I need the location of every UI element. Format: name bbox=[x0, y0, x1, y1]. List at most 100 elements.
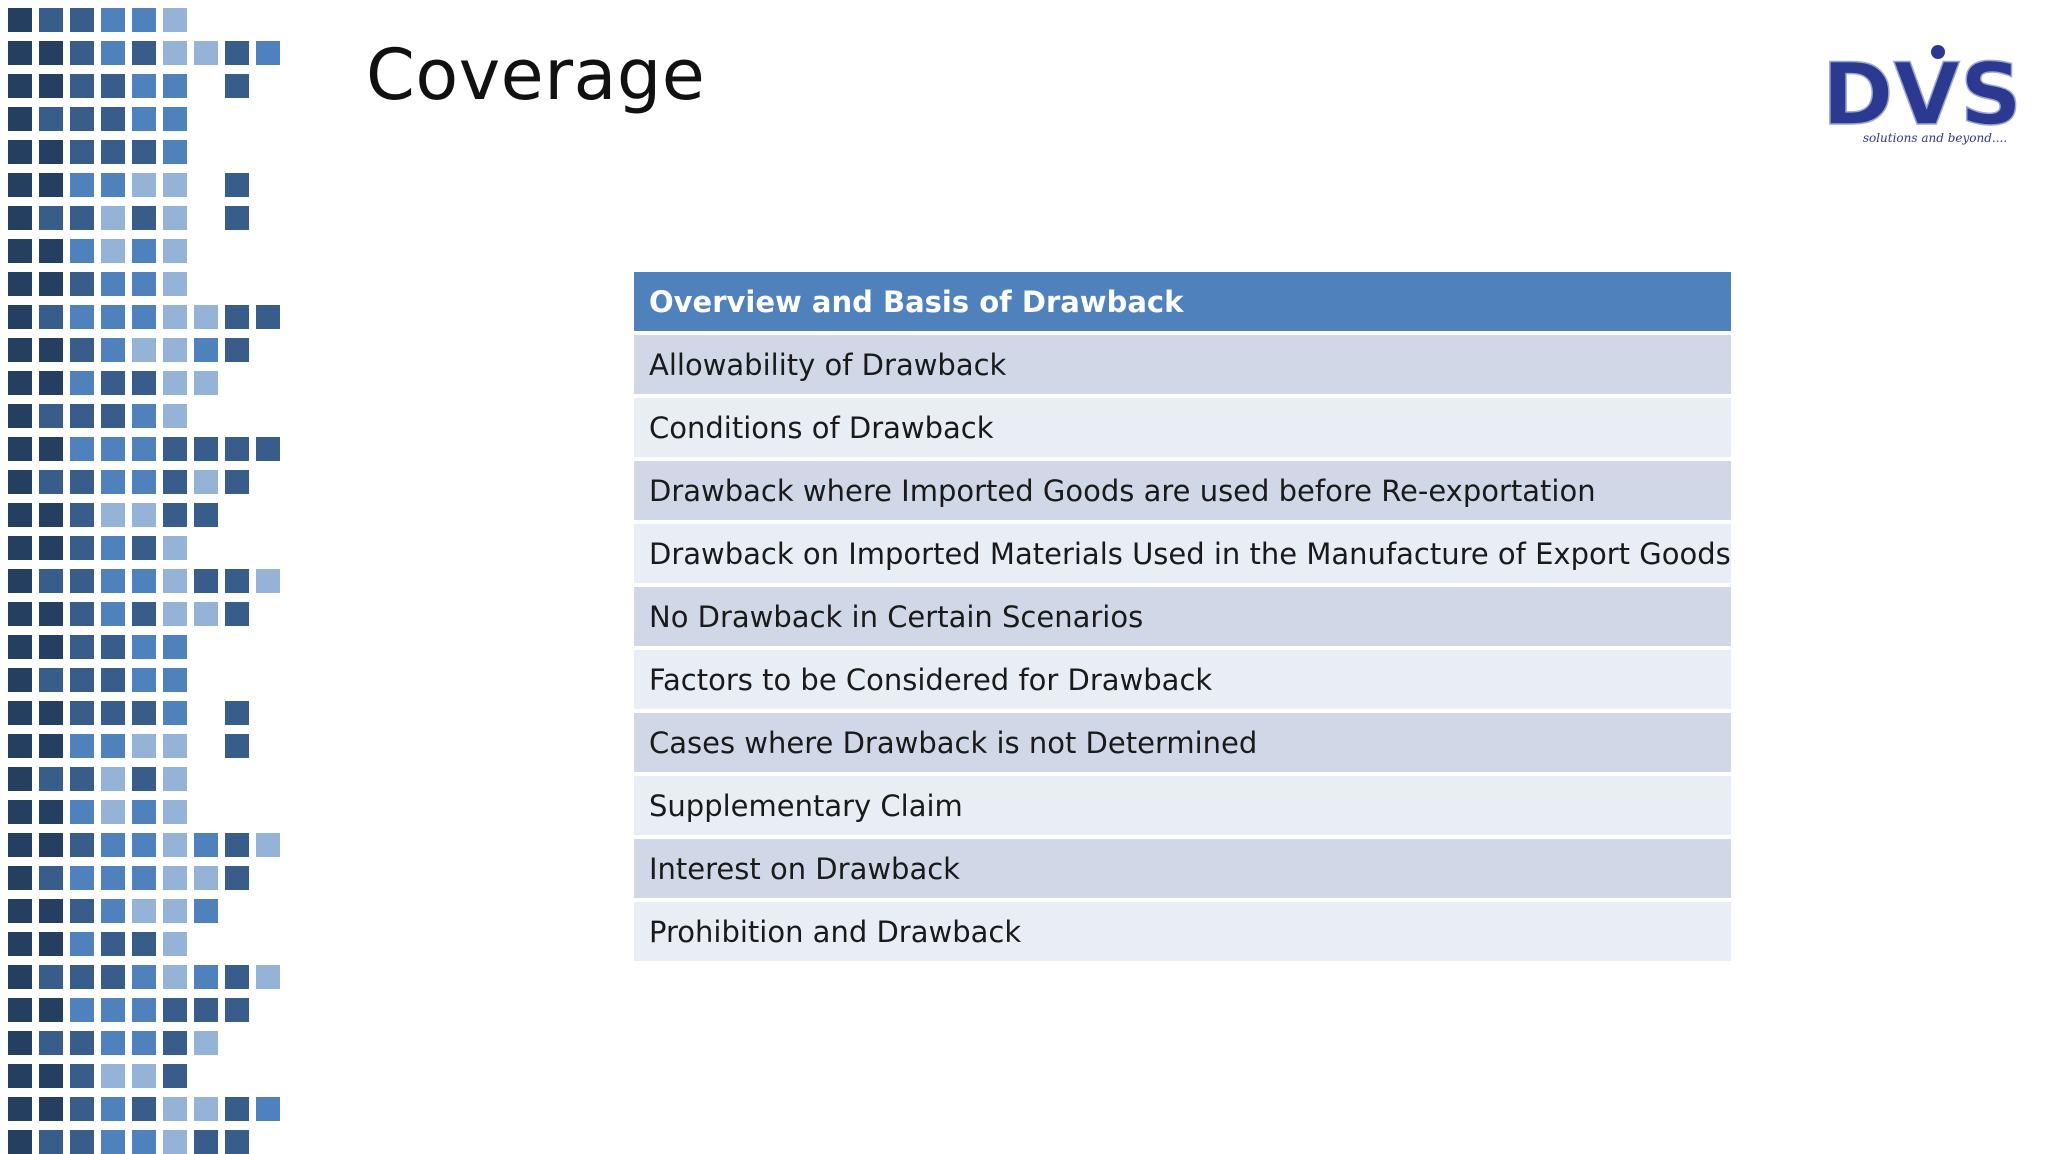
mosaic-square bbox=[8, 635, 32, 659]
mosaic-square bbox=[194, 569, 218, 593]
mosaic-square bbox=[132, 635, 156, 659]
mosaic-square bbox=[8, 899, 32, 923]
mosaic-square bbox=[70, 635, 94, 659]
mosaic-square bbox=[225, 1097, 249, 1121]
mosaic-square bbox=[8, 668, 32, 692]
mosaic-square bbox=[70, 701, 94, 725]
mosaic-square bbox=[39, 41, 63, 65]
mosaic-square bbox=[39, 206, 63, 230]
mosaic-square bbox=[194, 371, 218, 395]
mosaic-square bbox=[132, 602, 156, 626]
mosaic-square bbox=[132, 503, 156, 527]
mosaic-square bbox=[8, 536, 32, 560]
mosaic-square bbox=[101, 140, 125, 164]
mosaic-square bbox=[101, 272, 125, 296]
mosaic-square bbox=[194, 503, 218, 527]
mosaic-square bbox=[163, 1097, 187, 1121]
mosaic-square bbox=[101, 1031, 125, 1055]
mosaic-square bbox=[8, 74, 32, 98]
mosaic-square bbox=[132, 800, 156, 824]
mosaic-square bbox=[101, 338, 125, 362]
mosaic-square bbox=[70, 1097, 94, 1121]
mosaic-square bbox=[70, 404, 94, 428]
mosaic-square bbox=[194, 470, 218, 494]
mosaic-square bbox=[8, 437, 32, 461]
mosaic-square bbox=[132, 767, 156, 791]
mosaic-square bbox=[8, 800, 32, 824]
mosaic-square bbox=[39, 8, 63, 32]
mosaic-square bbox=[39, 965, 63, 989]
mosaic-square bbox=[70, 107, 94, 131]
mosaic-square bbox=[70, 371, 94, 395]
dvs-logo-graphic: DVS solutions and beyond.... bbox=[1821, 44, 2022, 146]
mosaic-square bbox=[163, 800, 187, 824]
mosaic-square bbox=[8, 404, 32, 428]
table-row-label: Supplementary Claim bbox=[634, 776, 1731, 839]
mosaic-square bbox=[39, 140, 63, 164]
mosaic-square bbox=[163, 74, 187, 98]
mosaic-square bbox=[8, 965, 32, 989]
mosaic-square bbox=[163, 932, 187, 956]
mosaic-square bbox=[8, 998, 32, 1022]
mosaic-square bbox=[132, 305, 156, 329]
mosaic-square bbox=[101, 998, 125, 1022]
logo-wordmark: DVS bbox=[1822, 45, 2022, 145]
mosaic-square bbox=[8, 932, 32, 956]
mosaic-square bbox=[101, 635, 125, 659]
mosaic-square bbox=[194, 833, 218, 857]
mosaic-square bbox=[39, 503, 63, 527]
mosaic-square bbox=[163, 470, 187, 494]
mosaic-square bbox=[39, 470, 63, 494]
mosaic-square bbox=[132, 107, 156, 131]
mosaic-square bbox=[194, 338, 218, 362]
mosaic-square bbox=[101, 965, 125, 989]
mosaic-square bbox=[39, 1031, 63, 1055]
mosaic-square bbox=[163, 734, 187, 758]
mosaic-square bbox=[163, 833, 187, 857]
decorative-mosaic bbox=[0, 0, 330, 1154]
mosaic-square bbox=[132, 140, 156, 164]
mosaic-square bbox=[39, 635, 63, 659]
mosaic-square bbox=[132, 470, 156, 494]
mosaic-square bbox=[132, 1064, 156, 1088]
mosaic-square bbox=[132, 206, 156, 230]
mosaic-square bbox=[163, 305, 187, 329]
table-row-label: Factors to be Considered for Drawback bbox=[634, 650, 1731, 713]
mosaic-square bbox=[8, 1130, 32, 1154]
mosaic-square bbox=[70, 536, 94, 560]
mosaic-square bbox=[194, 437, 218, 461]
mosaic-square bbox=[8, 338, 32, 362]
mosaic-square bbox=[39, 734, 63, 758]
mosaic-square bbox=[132, 998, 156, 1022]
mosaic-square bbox=[132, 173, 156, 197]
mosaic-square bbox=[194, 305, 218, 329]
mosaic-square bbox=[8, 140, 32, 164]
mosaic-square bbox=[101, 404, 125, 428]
mosaic-square bbox=[163, 503, 187, 527]
mosaic-square bbox=[163, 140, 187, 164]
mosaic-square bbox=[8, 371, 32, 395]
table-row: Prohibition and Drawback bbox=[634, 902, 1731, 965]
mosaic-square bbox=[70, 74, 94, 98]
mosaic-square bbox=[70, 569, 94, 593]
mosaic-square bbox=[8, 767, 32, 791]
mosaic-square bbox=[194, 1031, 218, 1055]
mosaic-square bbox=[132, 965, 156, 989]
mosaic-square bbox=[70, 899, 94, 923]
mosaic-square bbox=[101, 1097, 125, 1121]
mosaic-square bbox=[163, 866, 187, 890]
mosaic-square bbox=[101, 734, 125, 758]
mosaic-square bbox=[225, 305, 249, 329]
mosaic-square bbox=[163, 272, 187, 296]
mosaic-square bbox=[225, 206, 249, 230]
mosaic-square bbox=[194, 998, 218, 1022]
mosaic-square bbox=[225, 437, 249, 461]
mosaic-square bbox=[163, 173, 187, 197]
mosaic-square bbox=[39, 272, 63, 296]
mosaic-square bbox=[70, 1064, 94, 1088]
mosaic-square bbox=[132, 1097, 156, 1121]
mosaic-square bbox=[8, 107, 32, 131]
mosaic-square bbox=[101, 470, 125, 494]
mosaic-square bbox=[225, 74, 249, 98]
mosaic-square bbox=[101, 239, 125, 263]
